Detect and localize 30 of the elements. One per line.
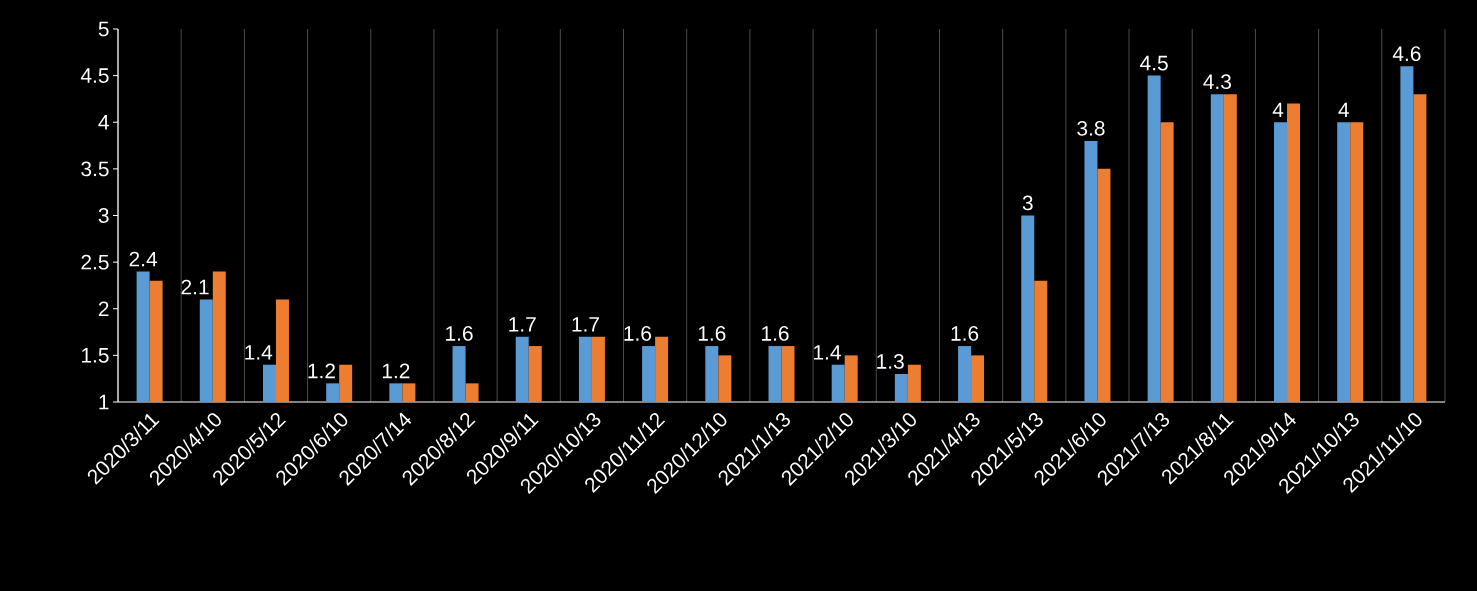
data-label: 4.3 (1203, 74, 1231, 90)
y-tick-label: 3.5 (81, 161, 109, 177)
y-tick-label: 1 (99, 394, 109, 410)
data-label: 4.6 (1392, 46, 1421, 62)
y-tick-label: 2 (98, 301, 109, 317)
y-tick-label: 4.5 (80, 68, 109, 83)
data-label: 1.7 (572, 317, 599, 332)
y-tick-label: 2.5 (81, 254, 109, 270)
data-label: 1.7 (509, 317, 536, 332)
data-label: 4 (1338, 102, 1349, 118)
data-label: 1.6 (951, 326, 979, 341)
data-label: 1.2 (308, 363, 335, 379)
data-label: 2.1 (181, 279, 209, 295)
data-label: 1.3 (877, 354, 904, 369)
data-label: 1.6 (762, 326, 789, 341)
data-label: 1.6 (624, 326, 652, 341)
data-label: 1.6 (446, 326, 473, 341)
data-label: 3 (1022, 195, 1033, 211)
data-label: 2.4 (129, 251, 158, 267)
y-tick-label: 1.5 (82, 348, 109, 363)
data-label: 1.4 (814, 345, 841, 360)
y-tick-label: 5 (98, 21, 109, 37)
data-label: 1.6 (698, 326, 726, 341)
y-tick-label: 4 (98, 115, 109, 130)
data-label: 4.5 (1140, 55, 1168, 71)
data-label: 4 (1272, 102, 1284, 118)
data-label: 3.8 (1077, 120, 1105, 136)
data-label: 1.2 (382, 363, 410, 379)
data-label: 1.4 (245, 345, 273, 360)
y-tick-label: 3 (98, 208, 109, 223)
